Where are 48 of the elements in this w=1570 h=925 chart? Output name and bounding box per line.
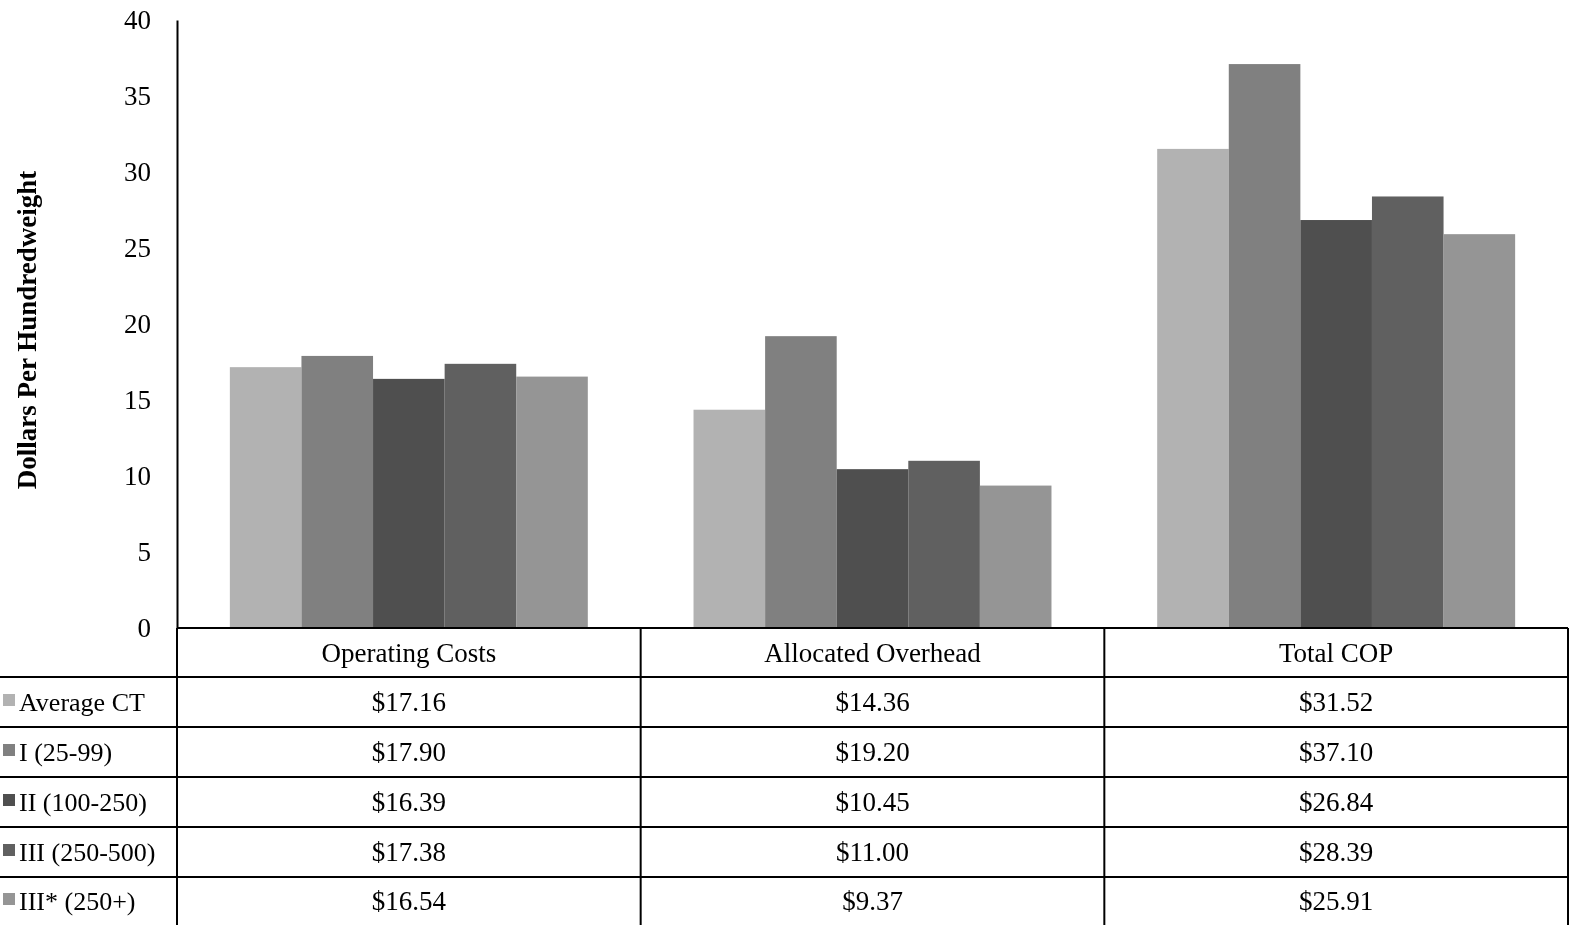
data-label: $14.36 — [835, 687, 910, 717]
data-label: $19.20 — [835, 737, 910, 767]
bar — [1443, 234, 1516, 628]
y-tick-label: 35 — [124, 81, 151, 112]
data-label: $17.16 — [371, 687, 446, 717]
bar — [229, 367, 302, 628]
legend-label: Average CT — [19, 688, 145, 717]
bar — [1157, 148, 1229, 628]
data-label: $17.90 — [371, 737, 446, 767]
bar — [908, 460, 980, 628]
data-label: $37.10 — [1299, 737, 1374, 767]
y-axis-title: Dollars Per Hundredweight — [12, 170, 42, 490]
data-label: $28.39 — [1299, 837, 1374, 867]
y-tick-label: 30 — [124, 157, 151, 188]
data-label: $26.84 — [1299, 787, 1374, 817]
bar — [836, 469, 909, 628]
x-tick-label: Allocated Overhead — [764, 637, 982, 668]
data-label: $25.91 — [1299, 886, 1374, 916]
bar — [1371, 196, 1444, 628]
bar — [979, 485, 1052, 628]
bar — [765, 336, 837, 628]
data-label: $16.54 — [371, 886, 447, 916]
y-tick-label: 0 — [137, 613, 151, 644]
bar — [1228, 64, 1301, 628]
y-tick-label: 5 — [137, 537, 151, 568]
data-label: $11.00 — [835, 837, 910, 867]
legend-label: I (25-99) — [19, 738, 113, 767]
data-label: $31.52 — [1299, 687, 1374, 717]
bar — [516, 376, 588, 628]
legend-label: II (100-250) — [19, 788, 147, 817]
legend-label: III (250-500) — [19, 838, 156, 867]
y-tick-label: 25 — [124, 233, 151, 264]
bar — [693, 409, 766, 628]
y-tick-label: 20 — [124, 309, 151, 340]
y-tick-label: 40 — [124, 5, 151, 36]
data-label: $16.39 — [371, 787, 446, 817]
x-tick-label: Operating Costs — [321, 637, 497, 668]
bar — [301, 355, 374, 628]
bar — [1300, 220, 1372, 628]
bar — [444, 363, 517, 628]
x-tick-label: Total COP — [1278, 637, 1394, 668]
y-tick-label: 10 — [124, 461, 151, 492]
data-label: $10.45 — [835, 787, 910, 817]
legend-label: III* (250+) — [19, 887, 136, 916]
data-label: $9.37 — [842, 886, 903, 916]
data-label: $17.38 — [371, 837, 446, 867]
y-tick-label: 15 — [124, 385, 151, 416]
bar — [373, 378, 445, 628]
